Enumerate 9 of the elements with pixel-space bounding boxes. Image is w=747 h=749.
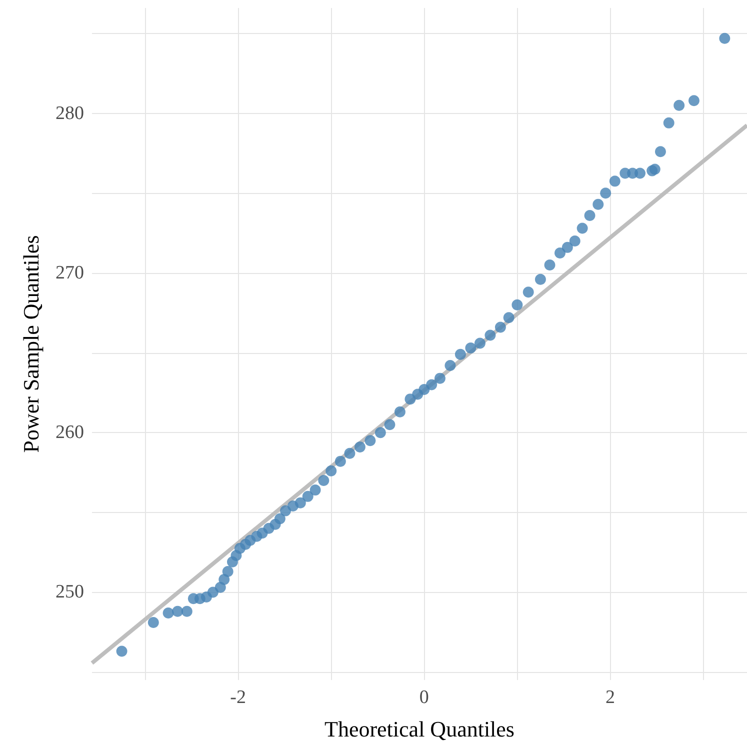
x-tick-label: -2	[230, 687, 246, 708]
y-tick-label: 260	[56, 422, 84, 444]
x-tick-label: 0	[419, 687, 429, 708]
x-tick-label: 2	[605, 687, 615, 708]
y-tick-label: 280	[56, 102, 84, 124]
x-axis-title: Theoretical Quantiles	[324, 716, 514, 742]
y-axis-title: Power Sample Quantiles	[18, 235, 44, 453]
y-tick-label: 270	[56, 262, 84, 284]
y-tick-label: 250	[56, 582, 84, 603]
